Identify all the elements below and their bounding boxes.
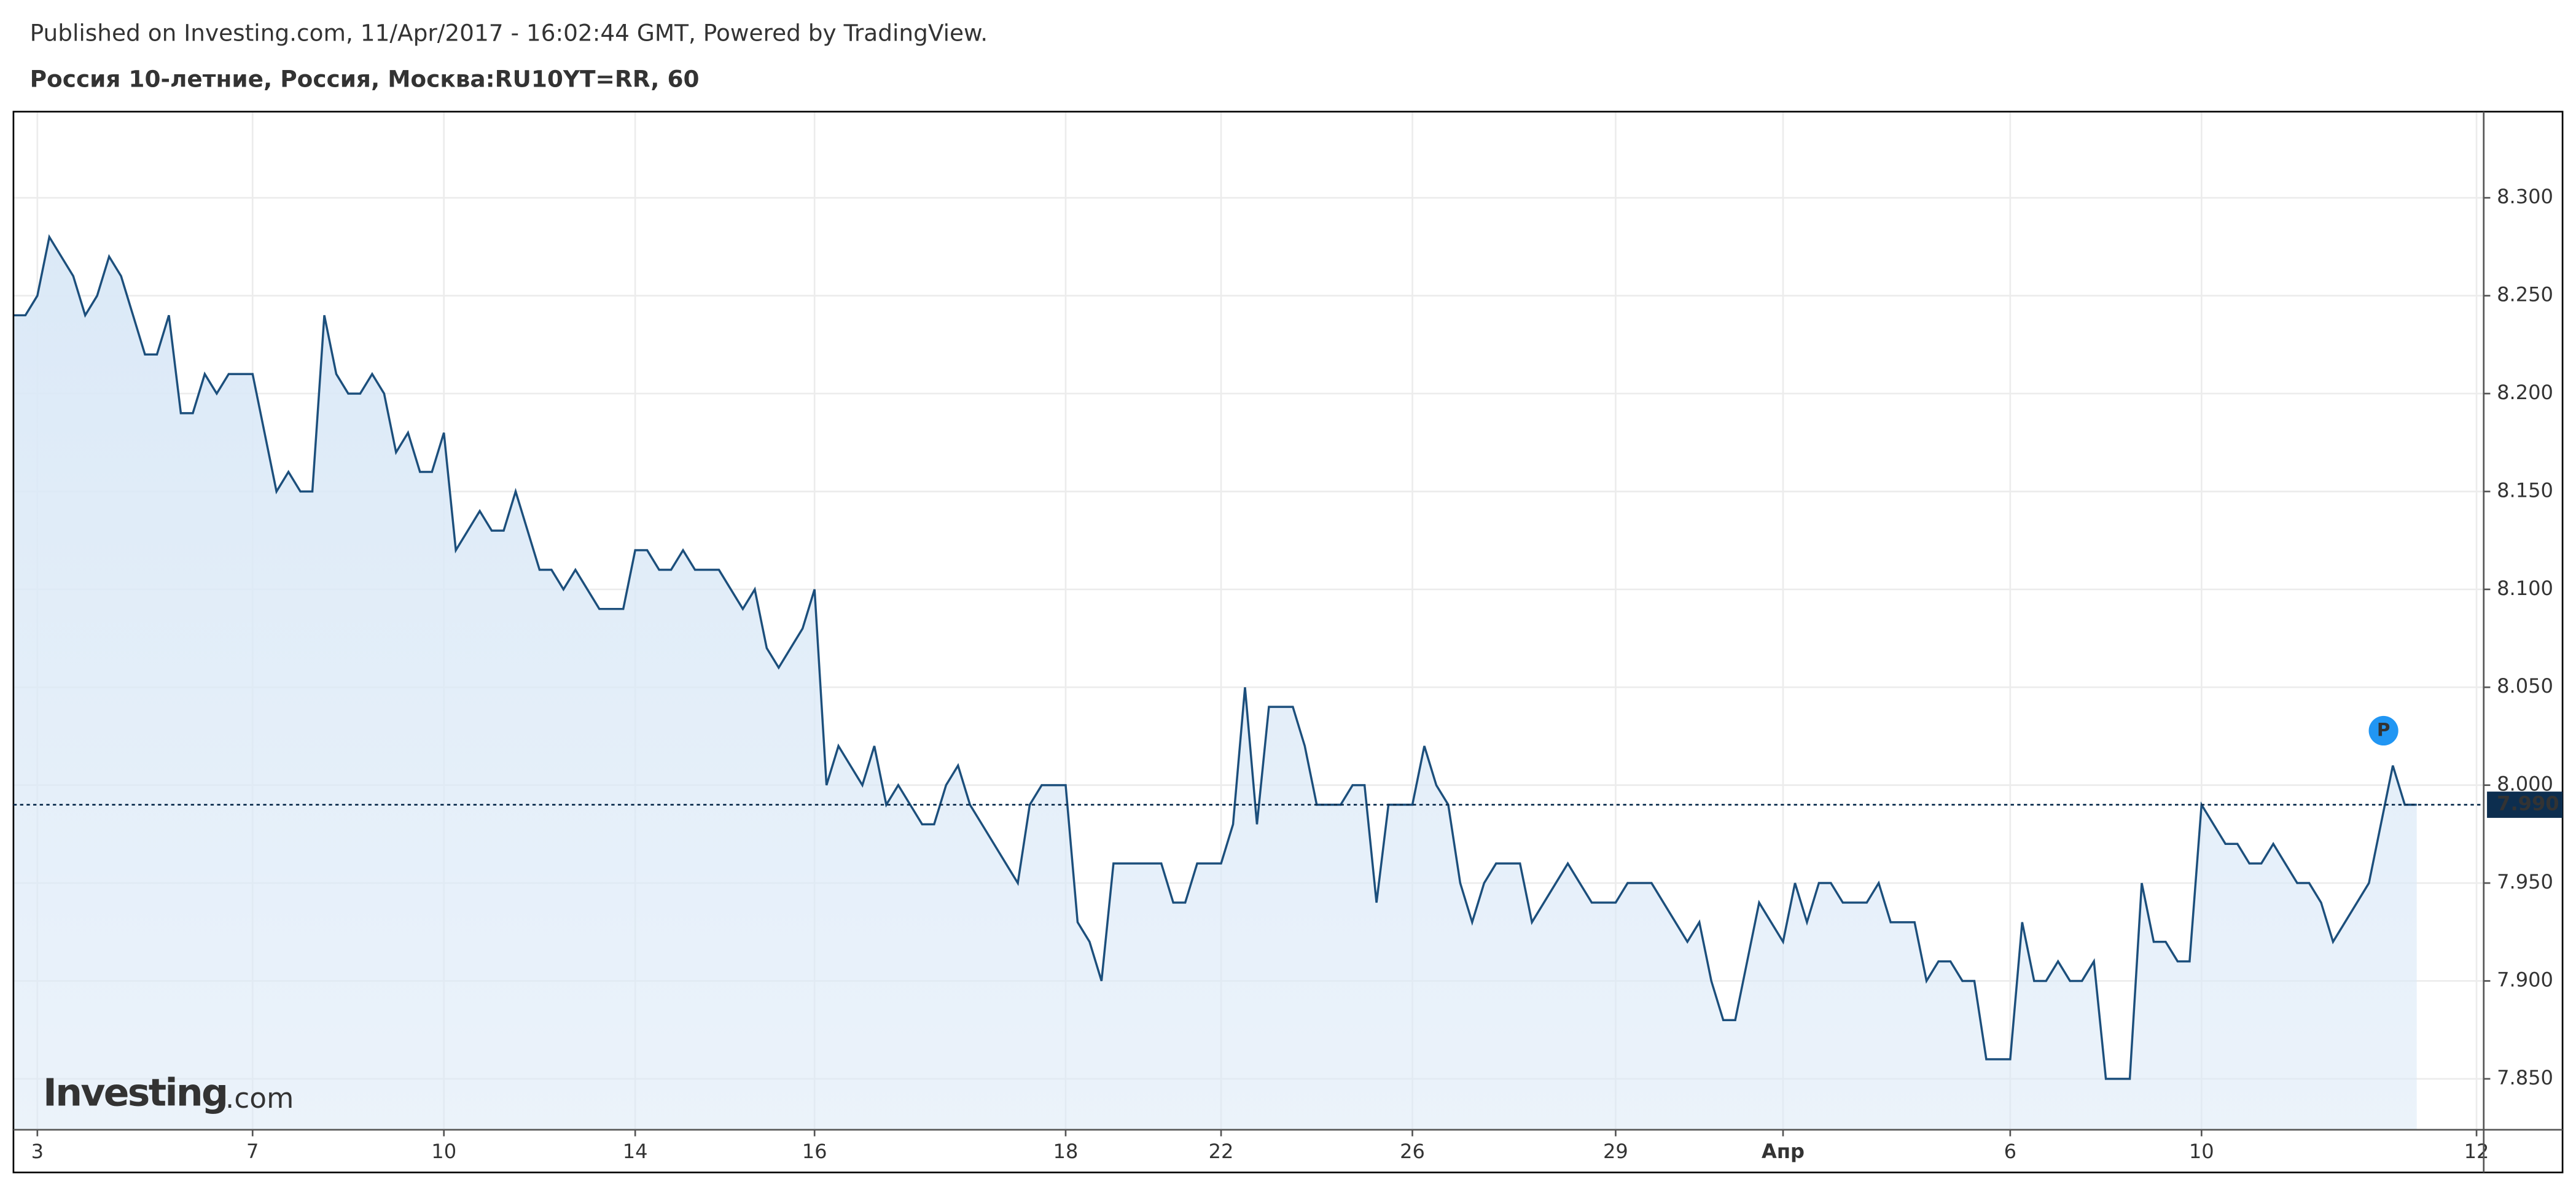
y-tick-label: 8.250 (2497, 283, 2553, 306)
chart-title: Россия 10-летние, Россия, Москва:RU10YT=… (30, 66, 700, 93)
watermark-suffix: .com (225, 1082, 294, 1115)
y-tick-label: 8.300 (2497, 185, 2553, 208)
x-tick-label: 7 (246, 1140, 259, 1163)
watermark: Investing (43, 1071, 227, 1115)
x-tick-label: 26 (1400, 1140, 1425, 1163)
x-tick-label: 3 (31, 1140, 44, 1163)
x-tick-label: 29 (1603, 1140, 1628, 1163)
last-value-tag (2487, 792, 2563, 818)
y-tick-label: 8.100 (2497, 577, 2553, 600)
x-tick-label: 6 (2004, 1140, 2016, 1163)
y-tick-label: 7.850 (2497, 1066, 2553, 1089)
event-marker[interactable] (2368, 715, 2398, 746)
x-tick-label: 12 (2464, 1140, 2489, 1163)
last-value-label: 7.990 (2497, 792, 2559, 815)
y-tick-label: 7.950 (2497, 870, 2553, 893)
y-tick-label: 7.900 (2497, 968, 2553, 991)
x-tick-label: 22 (1209, 1140, 1234, 1163)
x-tick-label: 16 (802, 1140, 827, 1163)
x-tick-label: Апр (1762, 1140, 1805, 1163)
x-tick-label: 10 (431, 1140, 456, 1163)
frame (12, 111, 2564, 1173)
event-marker-label[interactable]: P (2377, 719, 2391, 740)
y-tick-label: 8.150 (2497, 478, 2553, 502)
y-tick-label: 8.200 (2497, 381, 2553, 404)
price-line (13, 234, 2417, 1080)
area (13, 236, 2417, 1130)
x-tick-label: 10 (2189, 1140, 2214, 1163)
x-tick-label: 18 (1053, 1140, 1079, 1163)
header: Published on Investing.com, 11/Apr/2017 … (30, 20, 988, 47)
x-tick-label: 14 (623, 1140, 648, 1163)
y-tick-label: 8.050 (2497, 674, 2553, 698)
